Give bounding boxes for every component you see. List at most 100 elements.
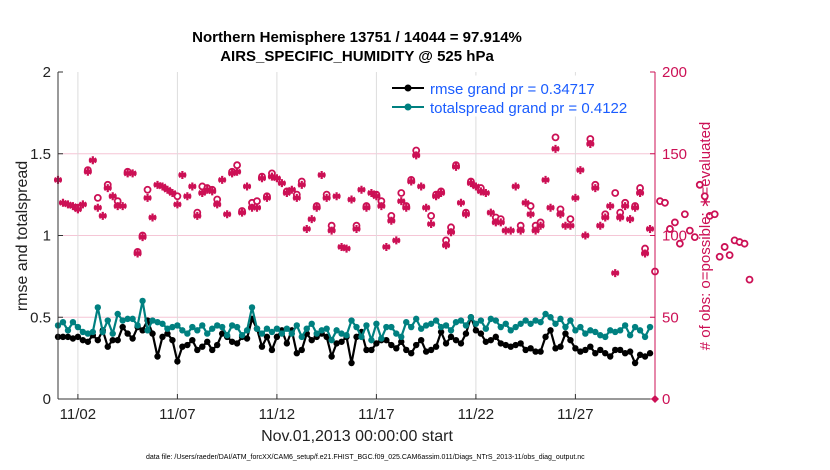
totalspread-point	[422, 322, 430, 329]
obs-evaluated-point	[576, 166, 585, 175]
rmse-point	[403, 346, 410, 354]
obs-evaluated-point	[168, 188, 177, 197]
rmse-point	[417, 336, 425, 344]
obs-evaluated-point	[143, 193, 152, 202]
obs-evaluated-point	[158, 182, 167, 191]
obs-evaluated-point	[397, 197, 406, 206]
totalspread-point	[263, 325, 271, 332]
totalspread-point	[358, 333, 365, 341]
rmse-point	[512, 341, 519, 349]
obs-evaluated-point	[476, 187, 485, 196]
totalspread-point	[258, 330, 266, 337]
totalspread-point	[243, 327, 251, 334]
totalspread-point	[74, 323, 82, 331]
totalspread-point	[393, 330, 400, 337]
rmse-point	[487, 336, 495, 344]
obs-evaluated-point	[621, 202, 630, 211]
obs-evaluated-point	[496, 218, 505, 227]
rmse-point	[408, 350, 415, 357]
rmse-point	[383, 336, 390, 344]
rmse-point	[388, 341, 395, 349]
totalspread-point	[129, 315, 136, 323]
totalspread-point	[512, 323, 519, 331]
totalspread-point	[602, 333, 609, 341]
obs-evaluated-point	[153, 180, 162, 189]
y-tick-label-left: 0.5	[30, 309, 51, 326]
data-series	[53, 133, 754, 403]
rmse-point	[432, 343, 440, 350]
rmse-point	[572, 345, 579, 352]
rmse-point	[159, 333, 166, 341]
data-file-footer: data file: /Users/raeder/DAI/ATM_forcXX/…	[146, 454, 585, 461]
obs-evaluated-point	[277, 179, 286, 188]
y-axis-label-left: rmse and totalspread	[14, 161, 31, 311]
obs-evaluated-point	[516, 226, 525, 235]
totalspread-point	[248, 304, 256, 311]
obs-evaluated-point	[248, 203, 257, 212]
rmse-point	[114, 336, 121, 344]
totalspread-point	[413, 315, 420, 323]
obs-evaluated-point	[382, 242, 391, 251]
obs-possible-point	[671, 218, 679, 227]
totalspread-point	[472, 320, 480, 327]
totalspread-point	[223, 332, 231, 339]
obs-evaluated-point	[148, 213, 157, 222]
totalspread-point	[179, 327, 186, 334]
totalspread-point	[169, 323, 176, 331]
obs-evaluated-point	[581, 231, 590, 240]
rmse-point	[636, 351, 644, 359]
x-tick-label: 11/12	[259, 406, 295, 423]
obs-evaluated-point	[63, 200, 72, 209]
totalspread-point	[353, 323, 360, 331]
totalspread-point	[303, 325, 310, 332]
rmse-point	[233, 340, 241, 347]
obs-evaluated-point	[123, 169, 132, 178]
y-tick-label-left: 1	[43, 228, 51, 245]
totalspread-point	[328, 336, 335, 344]
obs-evaluated-point	[223, 210, 232, 219]
rmse-point	[582, 346, 589, 354]
obs-evaluated-point	[372, 192, 381, 201]
totalspread-point	[572, 327, 579, 334]
totalspread-point	[298, 333, 305, 341]
obs-possible-point	[685, 226, 694, 235]
obs-evaluated-point	[307, 215, 316, 224]
obs-possible-point	[740, 239, 749, 248]
totalspread-point	[462, 322, 470, 329]
rmse-point	[393, 345, 400, 352]
obs-evaluated-point	[327, 226, 336, 235]
obs-possible-point	[666, 225, 674, 233]
totalspread-point	[273, 325, 281, 332]
obs-evaluated-point	[297, 180, 306, 189]
obs-evaluated-point	[257, 174, 266, 183]
rmse-point	[462, 330, 470, 337]
rmse-point	[597, 346, 604, 354]
rmse-point	[164, 330, 171, 337]
obs-evaluated-point	[312, 203, 321, 212]
rmse-point	[527, 345, 534, 352]
totalspread-point	[209, 325, 216, 332]
totalspread-point	[427, 320, 435, 327]
obs-evaluated-point	[188, 182, 197, 191]
totalspread-point	[149, 317, 156, 324]
rmse-point	[209, 346, 216, 354]
totalspread-point	[318, 327, 325, 334]
obs-possible-point	[427, 211, 436, 220]
obs-possible-point	[715, 252, 724, 261]
rmse-point	[218, 330, 226, 337]
rmse-point	[199, 343, 206, 350]
totalspread-point	[502, 320, 509, 327]
totalspread-point	[487, 315, 495, 323]
totalspread-point	[398, 333, 405, 341]
chart-title-line1: Northern Hemisphere 13751 / 14044 = 97.9…	[192, 29, 522, 46]
obs-evaluated-point	[636, 188, 645, 197]
obs-evaluated-point	[417, 182, 426, 191]
totalspread-point	[59, 318, 67, 326]
obs-evaluated-point	[108, 192, 117, 201]
totalspread-point	[597, 332, 604, 339]
rmse-point	[477, 330, 485, 337]
rmse-point	[243, 335, 251, 342]
obs-evaluated-point	[68, 202, 77, 211]
totalspread-point	[94, 304, 102, 311]
